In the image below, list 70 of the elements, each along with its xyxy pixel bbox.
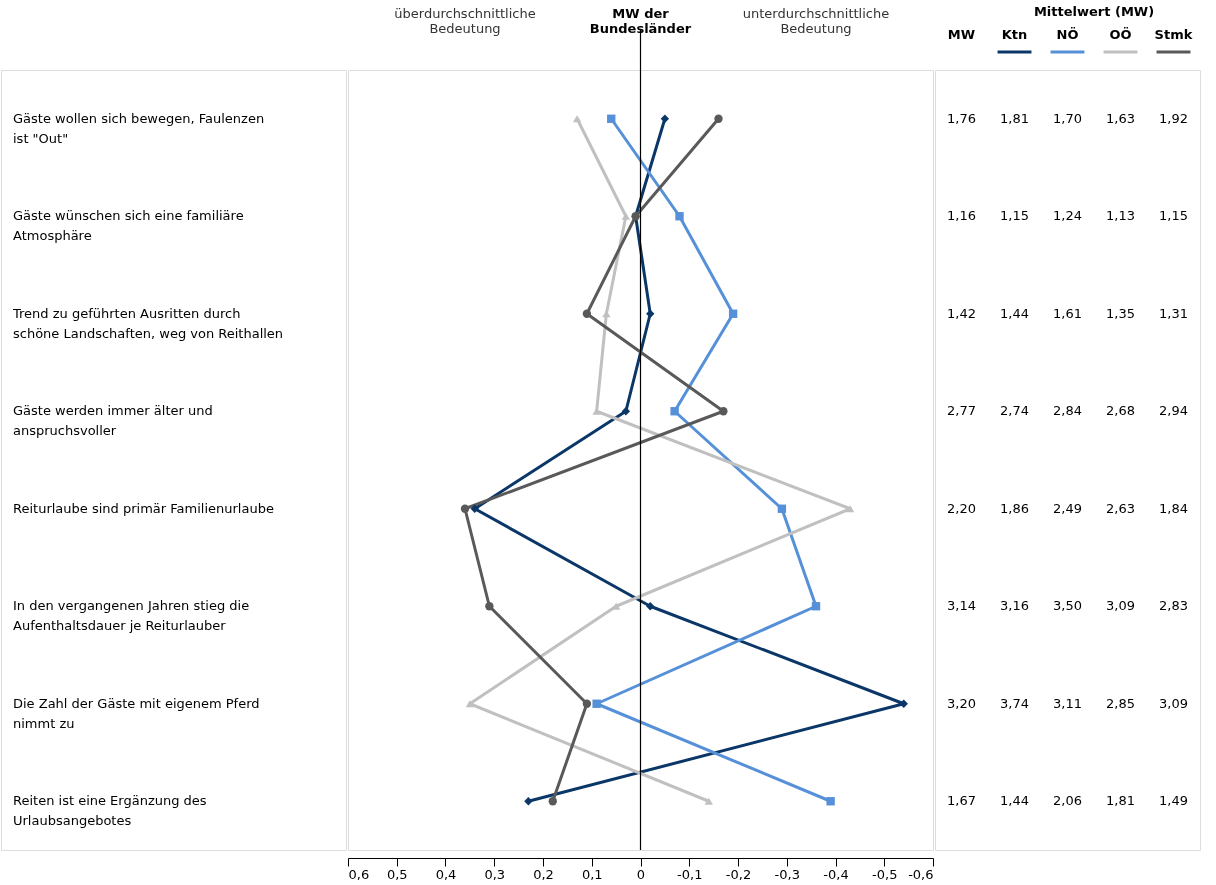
x-tick-label: 0,6	[348, 866, 370, 882]
y-tick-label: Reiten ist eine Ergänzung des Urlaubsangebotes	[13, 793, 207, 829]
text: 2,20	[947, 500, 976, 516]
text: 1,63	[1106, 110, 1135, 126]
y-tick-label: Trend zu geführten Ausritten durch schöne Landschaften, weg von Reithallen	[12, 305, 284, 341]
text: 2,84	[1053, 403, 1082, 419]
text: 1,81	[1000, 110, 1029, 126]
text: NÖ	[1056, 27, 1079, 42]
text: 1,44	[1000, 793, 1029, 809]
text: 2,49	[1053, 500, 1082, 516]
x-tick-label: 0,4	[435, 866, 457, 882]
text: 1,15	[1159, 208, 1188, 224]
text: 2,94	[1159, 403, 1188, 419]
text: 1,42	[947, 305, 976, 321]
text: 1,67	[947, 793, 976, 809]
text: 1,24	[1053, 208, 1082, 224]
text: OÖ	[1109, 27, 1132, 42]
text: 2,83	[1159, 598, 1188, 614]
text: 3,74	[1000, 695, 1029, 711]
text: 1,92	[1159, 110, 1188, 126]
x-tick-label: -0,6	[908, 866, 934, 882]
text: 1,44	[1000, 305, 1029, 321]
text: 1,86	[1000, 500, 1029, 516]
text: 3,11	[1053, 695, 1082, 711]
text: 1,31	[1159, 305, 1188, 321]
text: 2,77	[947, 403, 976, 419]
x-tick-label: -0,2	[725, 866, 752, 882]
text: 1,15	[1000, 208, 1029, 224]
y-tick-label: Reiturlaube sind primär Familienurlaube	[13, 500, 274, 516]
text: 2,85	[1106, 695, 1135, 711]
y-tick-label: In den vergangenen Jahren stieg die Aufenthaltsdauer je Reiturlauber	[13, 598, 250, 634]
x-tick-label: -0,5	[872, 866, 898, 882]
x-tick-label: 0	[636, 866, 646, 882]
y-tick-label: Die Zahl der Gäste mit eigenem Pferd nimmt zu	[13, 695, 260, 731]
text: 1,76	[947, 110, 976, 126]
text: 1,81	[1106, 793, 1135, 809]
text: 3,09	[1106, 598, 1135, 614]
text: 3,09	[1159, 695, 1188, 711]
text: 1,84	[1159, 500, 1188, 516]
text: 1,35	[1106, 305, 1135, 321]
y-tick-label: Gäste wünschen sich eine familiäre Atmosphäre	[13, 208, 244, 244]
x-tick-label: -0,1	[677, 866, 703, 882]
text: 3,50	[1053, 598, 1082, 614]
x-tick-label: -0,4	[823, 866, 849, 882]
text: 1,16	[947, 208, 976, 224]
text: 1,70	[1053, 110, 1082, 126]
text: 2,63	[1106, 500, 1135, 516]
text: 2,68	[1106, 403, 1135, 419]
ref-line-label: MW der Bundesländer	[589, 6, 692, 36]
y-tick-label: Gäste wollen sich bewegen, Faulenzen ist "Out"	[13, 110, 265, 146]
text: Ktn	[1001, 27, 1028, 42]
x-tick-label: -0,3	[774, 866, 800, 882]
y-tick-label: Gäste werden immer älter und anspruchsvoller	[13, 403, 213, 439]
x-tick-label: 0,5	[386, 866, 408, 882]
text: 3,14	[947, 598, 976, 614]
text: unterdurchschnittliche Bedeutung	[742, 6, 890, 36]
text: 1,61	[1053, 305, 1082, 321]
text: 1,49	[1159, 793, 1188, 809]
text: MW	[947, 27, 976, 42]
text: 2,74	[1000, 403, 1029, 419]
text: 3,20	[947, 695, 976, 711]
legend-title: Mittelwert (MW)	[1033, 4, 1155, 19]
text: Stmk	[1154, 27, 1193, 42]
x-tick-label: 0,3	[484, 866, 506, 882]
x-tick-label: 0,1	[581, 866, 603, 882]
text: überdurchschnittliche Bedeutung	[394, 6, 536, 36]
text: 1,13	[1106, 208, 1135, 224]
x-tick-label: 0,2	[533, 866, 554, 882]
text: 2,06	[1053, 793, 1082, 809]
text: 3,16	[1000, 598, 1029, 614]
